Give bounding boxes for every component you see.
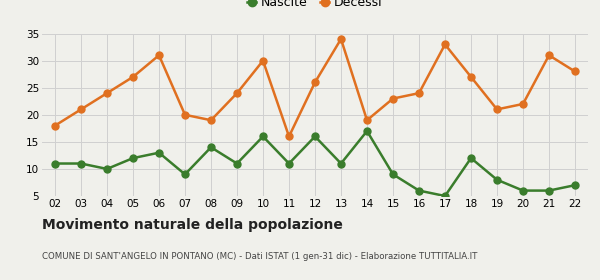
Nascite (545, 189, 553, 192)
Nascite (208, 146, 215, 149)
Text: COMUNE DI SANT'ANGELO IN PONTANO (MC) - Dati ISTAT (1 gen-31 dic) - Elaborazione: COMUNE DI SANT'ANGELO IN PONTANO (MC) - … (42, 252, 478, 261)
Nascite (571, 183, 578, 187)
Nascite (520, 189, 527, 192)
Nascite (389, 173, 397, 176)
Decessi (77, 108, 85, 111)
Decessi (130, 75, 137, 79)
Nascite (442, 194, 449, 198)
Text: Movimento naturale della popolazione: Movimento naturale della popolazione (42, 218, 343, 232)
Line: Nascite: Nascite (52, 128, 578, 199)
Decessi (493, 108, 500, 111)
Nascite (259, 135, 266, 138)
Decessi (208, 118, 215, 122)
Nascite (415, 189, 422, 192)
Decessi (545, 53, 553, 57)
Nascite (493, 178, 500, 181)
Decessi (233, 92, 241, 95)
Decessi (520, 102, 527, 106)
Nascite (52, 162, 59, 165)
Nascite (103, 167, 110, 171)
Nascite (364, 129, 371, 133)
Line: Decessi: Decessi (52, 36, 578, 140)
Decessi (415, 92, 422, 95)
Nascite (155, 151, 163, 154)
Nascite (181, 173, 188, 176)
Decessi (311, 81, 319, 84)
Decessi (571, 70, 578, 73)
Decessi (259, 59, 266, 62)
Decessi (155, 53, 163, 57)
Decessi (286, 135, 293, 138)
Nascite (337, 162, 344, 165)
Nascite (311, 135, 319, 138)
Decessi (442, 43, 449, 46)
Decessi (364, 118, 371, 122)
Nascite (130, 157, 137, 160)
Decessi (337, 37, 344, 41)
Legend: Nascite, Decessi: Nascite, Decessi (242, 0, 388, 14)
Decessi (52, 124, 59, 127)
Decessi (389, 97, 397, 100)
Decessi (467, 75, 475, 79)
Nascite (77, 162, 85, 165)
Nascite (286, 162, 293, 165)
Nascite (233, 162, 241, 165)
Decessi (103, 92, 110, 95)
Decessi (181, 113, 188, 116)
Nascite (467, 157, 475, 160)
